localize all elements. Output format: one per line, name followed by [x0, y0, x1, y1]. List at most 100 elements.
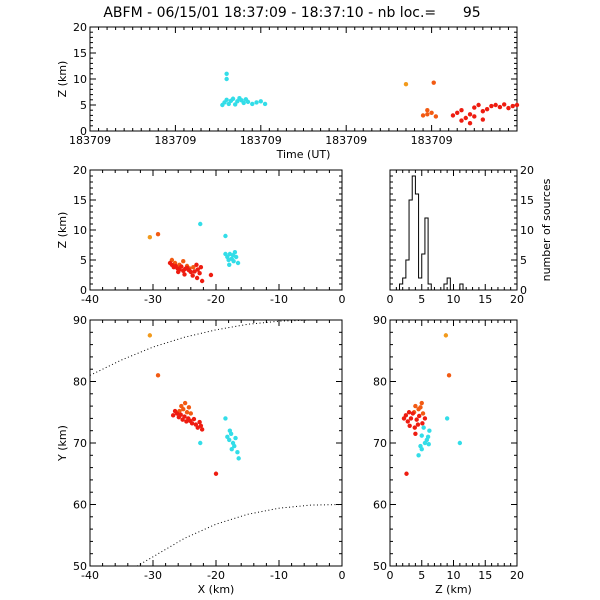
zy-source-point: [446, 373, 452, 378]
histogram-x-tick-label: 5: [418, 293, 425, 306]
xz-x-tick-label: -30: [144, 293, 162, 306]
histogram-x-tick-label: 20: [510, 293, 524, 306]
histogram-step-line: [390, 175, 467, 291]
time-height-source-point: [232, 102, 238, 107]
zy-x-tick-label: 20: [510, 569, 524, 582]
zy-source-point: [405, 419, 410, 424]
xz-source-point: [188, 269, 193, 275]
time-height-source-point: [493, 102, 498, 108]
xy-source-point: [236, 456, 241, 461]
range-circle-line: [89, 319, 342, 376]
zy-y-tick-label: 70: [373, 437, 387, 450]
time-height-source-point: [245, 99, 251, 105]
xz-x-tick-label: -40: [81, 293, 99, 306]
xy-x-tick-label: -30: [144, 569, 162, 582]
time-height-source-point: [258, 99, 263, 104]
xy-source-point: [186, 405, 192, 410]
time-height-source-point: [459, 118, 464, 123]
xy-x-tick-label: -20: [207, 569, 225, 582]
time-height-source-point: [429, 110, 434, 116]
time-height-source-point: [484, 106, 490, 112]
xz-y-tick-label: 0: [80, 284, 87, 297]
histogram-y-tick-label: 5: [520, 254, 527, 267]
time-height-source-point: [489, 103, 494, 109]
time-height-x-tick-label: 183709: [154, 134, 196, 147]
xy-source-point: [232, 443, 237, 449]
zy-source-point: [404, 471, 409, 476]
xy-source-point: [188, 411, 193, 416]
xy-source-point: [174, 411, 180, 416]
xy-y-tick-label: 70: [73, 437, 87, 450]
time-height-source-point: [224, 71, 229, 77]
xz-frame: [89, 169, 343, 291]
xz-x-tick-label: 0: [339, 293, 346, 306]
zy-source-point: [421, 425, 426, 430]
time-height-source-point: [403, 82, 409, 87]
xz-x-tick-label: -10: [270, 293, 288, 306]
time-height-source-point: [420, 113, 426, 118]
zy-source-point: [420, 411, 426, 416]
xz-source-point: [194, 275, 200, 281]
zy-x-tick-label: 10: [447, 569, 461, 582]
xy-y-tick-label: 60: [73, 499, 87, 512]
range-circle-line: [136, 504, 343, 567]
time-height-y-axis-label: Z (km): [56, 61, 69, 98]
zy-source-point: [422, 416, 428, 421]
xy-source-point: [178, 412, 183, 417]
xz-source-point: [198, 221, 203, 227]
zy-source-point: [426, 442, 431, 447]
xz-source-point: [199, 278, 205, 284]
zy-source-point: [457, 440, 463, 446]
time-height-source-point: [226, 101, 231, 107]
histogram-x-tick-label: 15: [478, 293, 492, 306]
zy-source-point: [407, 423, 412, 428]
xz-source-point: [182, 272, 187, 277]
zy-x-tick-label: 5: [418, 569, 425, 582]
time-height-source-point: [425, 112, 430, 117]
time-height-source-point: [455, 110, 460, 116]
time-height-source-point: [450, 113, 456, 118]
zy-source-point: [413, 431, 418, 436]
xz-source-point: [191, 265, 196, 270]
time-height-source-point: [472, 105, 477, 110]
xz-source-point: [190, 273, 195, 278]
time-height-y-tick-label: 0: [80, 125, 87, 138]
histogram-y-tick-label: 15: [520, 194, 534, 207]
xy-y-tick-label: 90: [73, 314, 87, 327]
xz-source-point: [179, 264, 184, 269]
xz-source-point: [197, 271, 202, 276]
time-height-source-point: [480, 109, 486, 114]
xz-source-point: [226, 257, 231, 263]
time-height-source-point: [497, 104, 503, 110]
time-height-panel: 183709 183709 183709 183709 18370905101520Ti…: [56, 21, 520, 161]
time-height-source-point: [514, 102, 520, 108]
time-height-source-point: [459, 108, 464, 113]
xy-source-point: [198, 440, 203, 446]
time-height-y-tick-label: 10: [73, 73, 87, 86]
zy-frame: [389, 319, 518, 567]
time-height-source-point: [230, 96, 236, 101]
xz-source-point: [235, 260, 241, 266]
xy-source-point: [227, 437, 232, 443]
time-height-source-point: [476, 102, 481, 108]
zy-source-point: [408, 416, 414, 421]
xy-source-point: [170, 413, 176, 418]
time-height-source-point: [224, 97, 229, 103]
time-height-source-point: [250, 101, 255, 107]
xy-y-tick-label: 50: [73, 560, 87, 573]
xy-source-point: [197, 419, 202, 425]
time-height-source-point: [467, 121, 473, 126]
xz-source-point: [198, 265, 204, 270]
xz-source-point: [181, 259, 186, 264]
histogram-x-tick-label: 10: [447, 293, 461, 306]
xy-source-point: [191, 416, 197, 422]
xy-source-point: [227, 428, 233, 433]
zy-panel: 0 5 10 15 20 50 60 70 80 90 Z (km): [373, 314, 524, 596]
zy-source-point: [416, 453, 421, 458]
xz-source-point: [176, 269, 181, 275]
histogram-y-tick-label: 0: [520, 284, 527, 297]
zy-source-point: [406, 410, 412, 415]
figure-title: ABFM - 06/15/01 18:37:09 - 18:37:10 - nb…: [103, 5, 480, 21]
xy-source-point: [182, 400, 188, 406]
